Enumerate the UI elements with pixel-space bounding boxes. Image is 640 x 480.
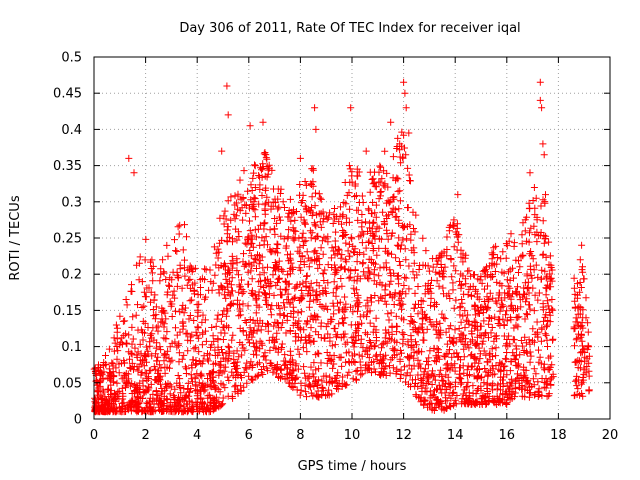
y-tick-label: 0.15 [53,304,82,319]
data-points [90,78,593,416]
x-tick-label: 6 [245,428,253,443]
y-tick-label: 0.2 [61,268,82,283]
x-tick-label: 12 [395,428,412,443]
x-tick-label: 20 [602,428,619,443]
y-axis-label: ROTI / TECUs [8,195,23,280]
y-tick-label: 0.45 [53,87,82,102]
y-tick-label: 0.35 [53,159,82,174]
chart-title: Day 306 of 2011, Rate Of TEC Index for r… [179,21,520,36]
y-tick-label: 0.25 [53,232,82,247]
x-tick-label: 18 [550,428,567,443]
roti-markers [90,78,593,416]
x-axis-label: GPS time / hours [298,459,407,474]
y-tick-label: 0.3 [61,195,82,210]
y-tick-label: 0.5 [61,51,82,66]
axis-ticks: 0 2 4 6 8 10 12 14 16 18 20 0 0.05 0.1 0.15 0.2 0.25 0.3 0… [53,51,618,444]
x-tick-label: 16 [499,428,516,443]
y-tick-label: 0.1 [61,340,82,355]
x-tick-label: 10 [344,428,361,443]
y-tick-label: 0.4 [61,123,82,138]
x-tick-label: 14 [447,428,464,443]
y-tick-label: 0 [74,413,82,428]
x-tick-label: 4 [193,428,201,443]
x-tick-label: 2 [141,428,149,443]
y-tick-label: 0.05 [53,376,82,391]
x-tick-label: 0 [90,428,98,443]
x-tick-label: 8 [296,428,304,443]
